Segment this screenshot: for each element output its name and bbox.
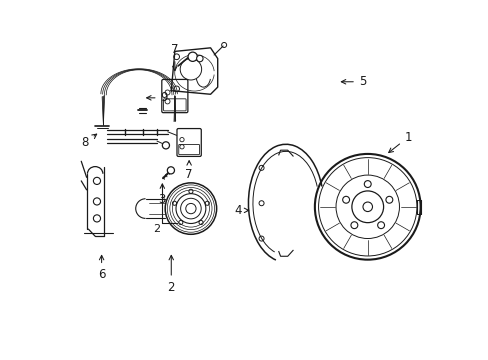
Text: 2: 2 xyxy=(153,224,160,234)
Circle shape xyxy=(188,52,197,62)
Text: 9: 9 xyxy=(146,91,168,104)
Text: 1: 1 xyxy=(388,131,411,153)
Text: 7: 7 xyxy=(185,161,192,181)
Text: 6: 6 xyxy=(98,255,105,281)
Circle shape xyxy=(167,167,174,174)
Text: 3: 3 xyxy=(158,184,166,206)
Circle shape xyxy=(362,202,372,212)
Text: 2: 2 xyxy=(167,255,175,294)
Text: 7: 7 xyxy=(171,43,178,71)
Text: 5: 5 xyxy=(341,75,366,88)
Circle shape xyxy=(196,55,203,62)
Circle shape xyxy=(162,142,169,149)
Circle shape xyxy=(185,203,196,214)
Text: 8: 8 xyxy=(81,134,97,149)
Text: 4: 4 xyxy=(234,204,248,217)
